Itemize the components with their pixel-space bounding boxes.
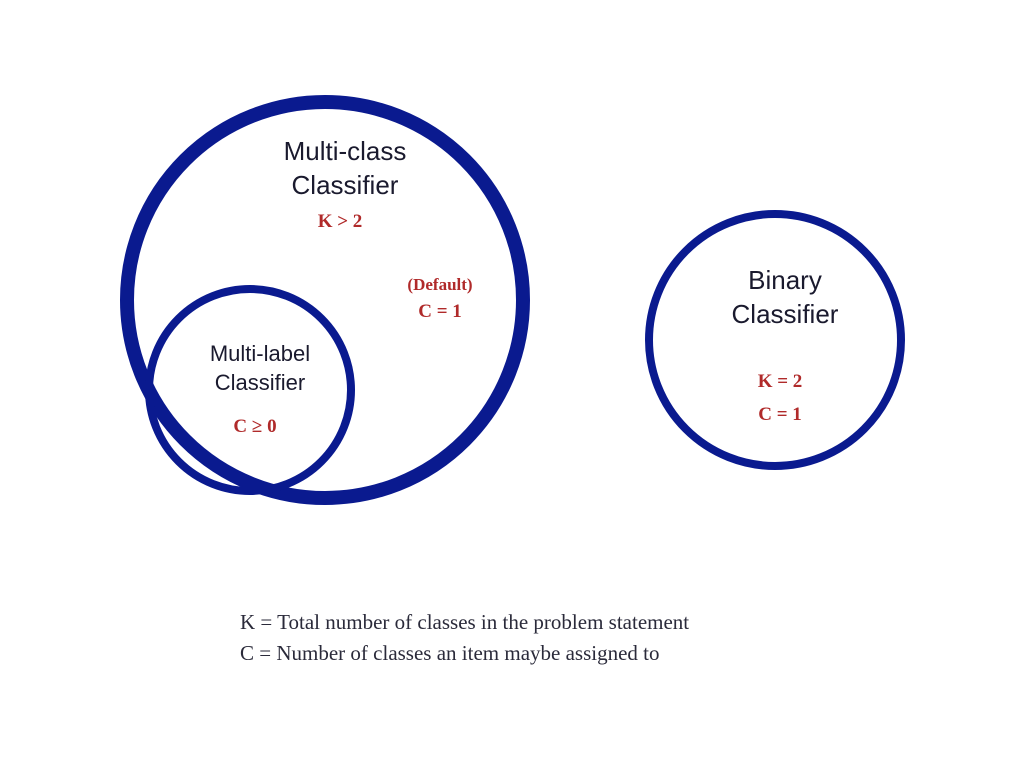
multilabel-condition-text: C ≥ 0 bbox=[205, 415, 305, 440]
binary-condition2: C = 1 bbox=[720, 403, 840, 428]
binary-title-line2: Classifier bbox=[700, 298, 870, 332]
multiclass-title-line1: Multi-class bbox=[245, 135, 445, 169]
multiclass-condition: K > 2 bbox=[280, 210, 400, 235]
multiclass-title: Multi-class Classifier bbox=[245, 135, 445, 203]
legend-line2: C = Number of classes an item maybe assi… bbox=[240, 641, 940, 666]
multilabel-title-line2: Classifier bbox=[175, 369, 345, 398]
multiclass-title-line2: Classifier bbox=[245, 169, 445, 203]
binary-title-line1: Binary bbox=[700, 264, 870, 298]
multiclass-condition-text: K > 2 bbox=[280, 210, 400, 235]
binary-condition1: K = 2 bbox=[720, 370, 840, 395]
default-line2: C = 1 bbox=[380, 300, 500, 325]
legend-line1: K = Total number of classes in the probl… bbox=[240, 610, 940, 635]
multilabel-title-line1: Multi-label bbox=[175, 340, 345, 369]
default-line1: (Default) bbox=[380, 274, 500, 296]
legend: K = Total number of classes in the probl… bbox=[240, 610, 940, 666]
binary-title: Binary Classifier bbox=[700, 264, 870, 332]
default-label: (Default) C = 1 bbox=[380, 274, 500, 325]
binary-circle bbox=[645, 210, 905, 470]
multilabel-condition: C ≥ 0 bbox=[205, 415, 305, 440]
binary-conditions: K = 2 C = 1 bbox=[720, 370, 840, 427]
multilabel-title: Multi-label Classifier bbox=[175, 340, 345, 397]
